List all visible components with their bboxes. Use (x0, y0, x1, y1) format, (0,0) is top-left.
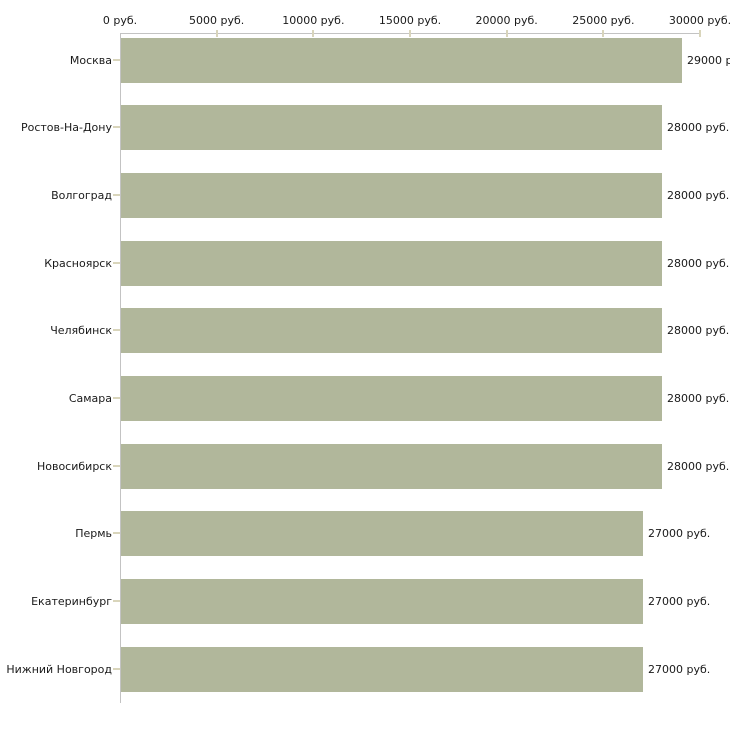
x-tick (505, 30, 508, 37)
x-tick-label: 15000 руб. (378, 14, 442, 27)
category-label: Пермь (75, 527, 112, 540)
x-tick (215, 30, 218, 37)
bar (121, 105, 662, 150)
category-tick (113, 532, 120, 534)
category-label: Самара (68, 392, 112, 405)
bar (121, 511, 643, 556)
value-label: 27000 руб. (648, 527, 711, 540)
x-tick (699, 30, 701, 37)
value-label: 28000 руб. (667, 121, 730, 134)
category-tick (113, 194, 120, 196)
x-tick (409, 30, 411, 37)
x-tick-label: 25000 руб. (572, 14, 635, 27)
value-label: 28000 руб. (667, 189, 730, 202)
bar (121, 38, 682, 83)
x-tick-label: 20000 руб. (475, 14, 538, 27)
x-tick-label: 10000 руб. (282, 14, 345, 27)
category-label: Новосибирск (36, 460, 112, 473)
value-label: 27000 руб. (648, 595, 711, 608)
category-label: Екатеринбург (31, 595, 112, 608)
value-label: 28000 руб. (667, 460, 730, 473)
category-tick (113, 262, 120, 264)
x-tick-label: 0 руб. (102, 14, 138, 27)
category-label: Москва (69, 54, 112, 67)
x-tick (602, 30, 605, 37)
category-tick (113, 59, 120, 61)
category-tick (113, 465, 120, 467)
category-label: Челябинск (50, 324, 112, 337)
category-tick (113, 600, 120, 602)
category-tick (113, 397, 120, 399)
category-label: Нижний Новгород (6, 663, 112, 676)
value-label: 28000 руб. (667, 392, 730, 405)
bar (121, 579, 643, 624)
category-tick (113, 126, 120, 128)
category-label: Ростов-На-Дону (20, 121, 112, 134)
value-label: 29000 р (687, 54, 730, 67)
category-tick (113, 329, 120, 331)
x-tick-label: 5000 руб. (189, 14, 245, 27)
value-label: 28000 руб. (667, 324, 730, 337)
bar (121, 308, 662, 353)
category-tick (113, 668, 120, 670)
y-axis-line (120, 33, 121, 703)
bar (121, 444, 662, 489)
x-tick-label: 30000 руб. (668, 14, 730, 27)
bar (121, 376, 662, 421)
category-label: Красноярск (44, 257, 112, 270)
x-tick (312, 30, 315, 37)
bar (121, 241, 662, 286)
category-label: Волгоград (51, 189, 112, 202)
value-label: 28000 руб. (667, 257, 730, 270)
value-label: 27000 руб. (648, 663, 711, 676)
bar (121, 173, 662, 218)
bar (121, 647, 643, 692)
